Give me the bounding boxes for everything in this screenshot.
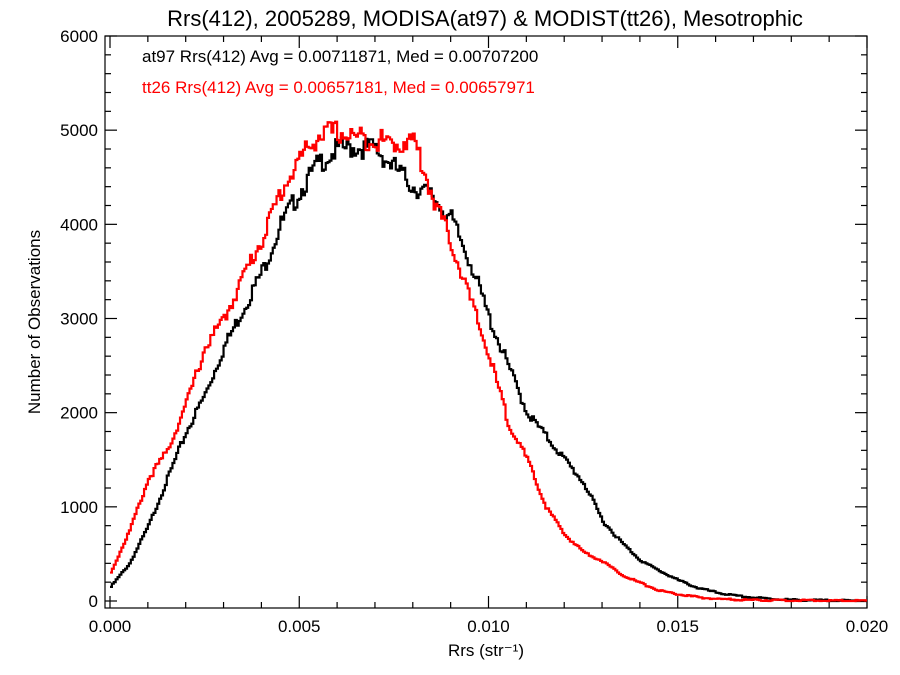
- series-lines: [110, 120, 867, 603]
- legend: at97 Rrs(412) Avg = 0.00711871, Med = 0.…: [142, 47, 538, 97]
- x-tick-label: 0.005: [278, 617, 321, 636]
- y-tick-label: 0: [89, 592, 98, 611]
- axis-ticks: 0.000 0.005 0.010 0.015 0.020 0 1000 2000 3000 40…: [60, 27, 888, 636]
- x-axis-label: Rrs (str⁻¹): [448, 641, 524, 660]
- x-tick-label: 0.000: [89, 617, 132, 636]
- y-tick-label: 6000: [60, 27, 98, 46]
- y-tick-label: 5000: [60, 121, 98, 140]
- x-tick-label: 0.020: [846, 617, 889, 636]
- series-line-at97: [110, 136, 867, 603]
- y-axis-label: Number of Observations: [25, 230, 44, 414]
- x-tick-label: 0.010: [467, 617, 510, 636]
- legend-entry-tt26: tt26 Rrs(412) Avg = 0.00657181, Med = 0.…: [142, 78, 535, 97]
- legend-entry-at97: at97 Rrs(412) Avg = 0.00711871, Med = 0.…: [142, 47, 538, 66]
- y-tick-label: 4000: [60, 215, 98, 234]
- x-tick-label: 0.015: [656, 617, 699, 636]
- y-tick-label: 2000: [60, 404, 98, 423]
- series-line-tt26: [110, 120, 867, 603]
- y-tick-label: 3000: [60, 310, 98, 329]
- y-tick-label: 1000: [60, 498, 98, 517]
- chart-title: Rrs(412), 2005289, MODISA(at97) & MODIST…: [167, 6, 803, 31]
- plot-frame: [104, 35, 868, 609]
